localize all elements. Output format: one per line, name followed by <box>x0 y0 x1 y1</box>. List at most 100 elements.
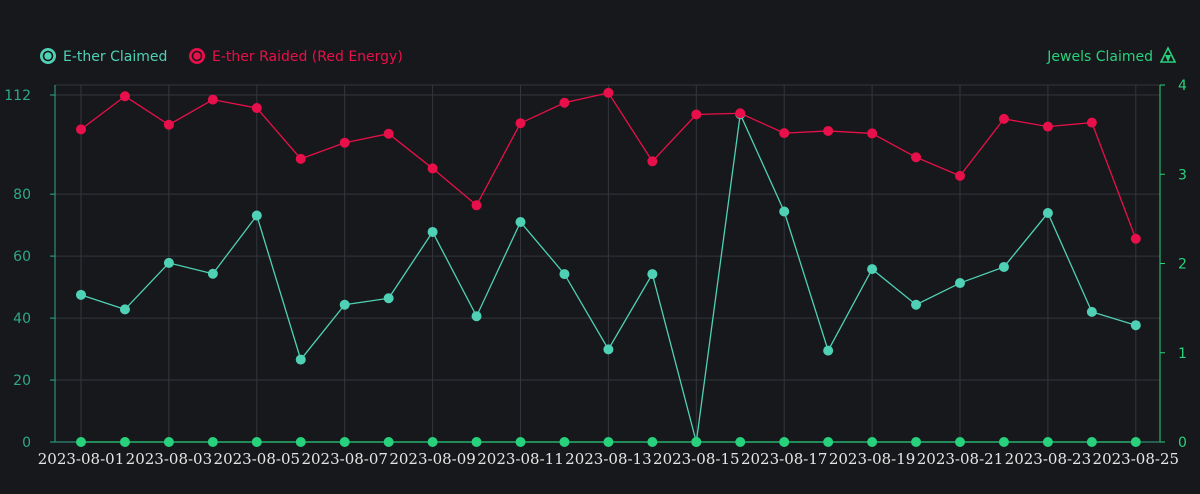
y-right-tick-label: 4 <box>1178 78 1187 94</box>
data-point[interactable] <box>823 437 834 447</box>
y-left-tick-label: 60 <box>13 249 31 265</box>
data-point[interactable] <box>559 269 570 280</box>
data-point[interactable] <box>471 200 482 211</box>
data-point[interactable] <box>603 344 614 355</box>
data-point[interactable] <box>647 156 658 167</box>
data-point[interactable] <box>911 437 922 447</box>
data-point[interactable] <box>163 119 174 130</box>
data-point[interactable] <box>1130 320 1141 331</box>
data-point[interactable] <box>559 97 570 108</box>
data-point[interactable] <box>251 437 262 447</box>
data-point[interactable] <box>1086 306 1097 317</box>
y-right-tick-label: 3 <box>1178 167 1187 183</box>
data-point[interactable] <box>251 210 262 221</box>
data-point[interactable] <box>1042 121 1053 132</box>
data-point[interactable] <box>691 109 702 120</box>
data-point[interactable] <box>515 437 526 447</box>
data-point[interactable] <box>471 437 482 447</box>
x-tick-label: 2023-08-23 <box>1005 450 1091 468</box>
data-point[interactable] <box>471 311 482 322</box>
data-point[interactable] <box>1042 208 1053 219</box>
data-point[interactable] <box>998 437 1009 447</box>
series-e-ther-claimed <box>76 109 1141 447</box>
data-point[interactable] <box>119 304 130 315</box>
data-point[interactable] <box>383 437 394 447</box>
data-point[interactable] <box>955 437 965 447</box>
data-point[interactable] <box>515 217 526 228</box>
data-point[interactable] <box>119 437 130 447</box>
data-point[interactable] <box>207 94 218 105</box>
data-point[interactable] <box>383 128 394 139</box>
data-point[interactable] <box>779 437 790 447</box>
data-point[interactable] <box>207 437 218 447</box>
data-point[interactable] <box>383 293 394 304</box>
data-point[interactable] <box>779 206 790 217</box>
data-point[interactable] <box>76 289 86 300</box>
data-point[interactable] <box>119 91 130 102</box>
data-point[interactable] <box>295 354 306 365</box>
data-point[interactable] <box>1086 117 1097 128</box>
data-point[interactable] <box>163 257 174 268</box>
data-point[interactable] <box>998 261 1009 272</box>
data-point[interactable] <box>295 153 306 164</box>
data-point[interactable] <box>735 108 746 119</box>
data-point[interactable] <box>163 437 174 447</box>
series-jewels-claimed <box>76 437 1141 447</box>
data-point[interactable] <box>911 152 922 163</box>
jewels-claimed-icon <box>1159 46 1177 63</box>
data-point[interactable] <box>339 437 350 447</box>
y-right-tick-label: 0 <box>1178 435 1187 451</box>
legend-label-jewels-claimed: Jewels Claimed <box>1046 49 1153 65</box>
data-point[interactable] <box>515 118 526 129</box>
data-point[interactable] <box>867 264 878 275</box>
data-point[interactable] <box>867 128 878 139</box>
data-point[interactable] <box>295 437 306 447</box>
legend-item-ether-raided[interactable]: E-ther Raided (Red Energy) <box>189 48 403 65</box>
data-point[interactable] <box>427 163 438 174</box>
data-point[interactable] <box>1086 437 1097 447</box>
data-point[interactable] <box>207 268 218 279</box>
data-point[interactable] <box>339 299 350 310</box>
x-tick-label: 2023-08-19 <box>829 450 915 468</box>
data-point[interactable] <box>1130 437 1141 447</box>
data-point[interactable] <box>647 437 658 447</box>
data-point[interactable] <box>691 437 702 447</box>
x-tick-label: 2023-08-01 <box>38 450 124 468</box>
x-tick-label: 2023-08-05 <box>214 450 300 468</box>
data-point[interactable] <box>647 269 658 280</box>
data-point[interactable] <box>1130 233 1141 244</box>
series-e-ther-raided-red-energy <box>76 87 1141 244</box>
x-tick-label: 2023-08-25 <box>1093 450 1179 468</box>
data-point[interactable] <box>1042 437 1053 447</box>
ether-raided-icon-ring <box>191 50 203 62</box>
data-point[interactable] <box>779 128 790 139</box>
data-point[interactable] <box>911 299 922 310</box>
data-point[interactable] <box>427 437 438 447</box>
data-point[interactable] <box>76 437 86 447</box>
data-point[interactable] <box>823 345 834 356</box>
data-point[interactable] <box>559 437 570 447</box>
legend-item-ether-claimed[interactable]: E-ther Claimed <box>40 48 167 65</box>
y-left-tick-label: 40 <box>13 311 31 327</box>
y-right-tick-label: 1 <box>1178 346 1187 362</box>
data-point[interactable] <box>251 103 262 114</box>
data-point[interactable] <box>427 226 438 237</box>
data-point[interactable] <box>339 137 350 148</box>
data-point[interactable] <box>955 170 965 181</box>
data-point[interactable] <box>867 437 878 447</box>
y-left-tick-label: 0 <box>22 435 31 451</box>
legend-item-jewels-claimed[interactable]: Jewels Claimed <box>1046 46 1177 65</box>
data-point[interactable] <box>998 113 1009 124</box>
y-left-tick-label: 112 <box>4 88 31 104</box>
data-point[interactable] <box>735 437 746 447</box>
x-tick-label: 2023-08-17 <box>741 450 827 468</box>
x-tick-label: 2023-08-11 <box>477 450 563 468</box>
data-point[interactable] <box>603 87 614 98</box>
ether-claimed-icon-ring <box>42 50 54 62</box>
y-left-tick-label: 20 <box>13 373 31 389</box>
data-point[interactable] <box>823 125 834 136</box>
data-point[interactable] <box>603 437 614 447</box>
legend-label-ether-raided: E-ther Raided (Red Energy) <box>212 49 403 65</box>
data-point[interactable] <box>76 124 86 135</box>
data-point[interactable] <box>955 278 965 289</box>
